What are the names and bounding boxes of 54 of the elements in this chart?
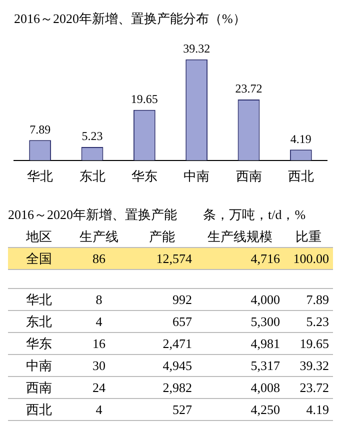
text: 华北 — [25, 292, 53, 308]
text: 30 — [92, 358, 106, 374]
x-tick-label: 华北 — [27, 170, 54, 185]
text: 5.23 — [305, 314, 330, 330]
text: 12,574 — [155, 250, 193, 266]
data-label: 39.32 — [183, 42, 210, 56]
data-label: 23.72 — [235, 82, 262, 96]
text: 657 — [172, 314, 193, 330]
text: 2016～2020年新增、置换产能 条，万吨，t/d，% — [8, 206, 307, 224]
text: 4,250 — [250, 402, 281, 418]
text: 中南 — [25, 358, 53, 374]
text: 生产线规模 — [206, 228, 274, 246]
x-tick-label: 华东 — [131, 170, 158, 185]
text: 4,008 — [250, 380, 281, 396]
text: 4,716 — [250, 250, 281, 266]
text: 4.19 — [305, 402, 330, 418]
x-tick-label: 东北 — [79, 170, 106, 185]
text: 东北 — [25, 314, 53, 330]
text: 4,000 — [250, 292, 281, 308]
text: 23.72 — [298, 380, 330, 396]
data-label: 5.23 — [82, 129, 103, 144]
text: 华东 — [25, 336, 53, 352]
text: 100.00 — [292, 250, 330, 266]
text: 产能 — [148, 228, 176, 246]
data-label: 4.19 — [290, 132, 312, 146]
text: 西南 — [25, 380, 53, 396]
text: 5,317 — [250, 358, 281, 374]
text: 992 — [172, 292, 193, 308]
data-label: 19.65 — [130, 92, 158, 106]
text: 4 — [94, 402, 104, 418]
text: 比重 — [294, 228, 322, 246]
chart-title: 2016～2020年新增、置换产能分布（%） — [14, 11, 246, 26]
text: 8 — [94, 292, 104, 308]
x-tick-label: 西北 — [288, 170, 314, 185]
data-label: 7.89 — [30, 122, 51, 136]
text: 生产线 — [78, 228, 120, 246]
text: 527 — [172, 402, 193, 418]
text: 19.65 — [298, 336, 330, 352]
text: 39.32 — [298, 358, 330, 374]
text: 4 — [94, 314, 104, 330]
text: 2,982 — [162, 380, 193, 396]
text: 4,981 — [250, 336, 281, 352]
text: 全国 — [25, 250, 53, 268]
x-tick-label: 西南 — [236, 170, 262, 185]
text: 4,945 — [162, 358, 193, 374]
text: 24 — [92, 380, 106, 396]
text: 地区 — [25, 228, 53, 246]
x-tick-label: 中南 — [184, 170, 210, 185]
text: 86 — [92, 250, 106, 266]
text: 5,300 — [250, 314, 281, 330]
text: 16 — [92, 336, 106, 352]
text: 2,471 — [162, 336, 193, 352]
text: 7.89 — [305, 292, 330, 308]
text: 西北 — [25, 402, 53, 418]
